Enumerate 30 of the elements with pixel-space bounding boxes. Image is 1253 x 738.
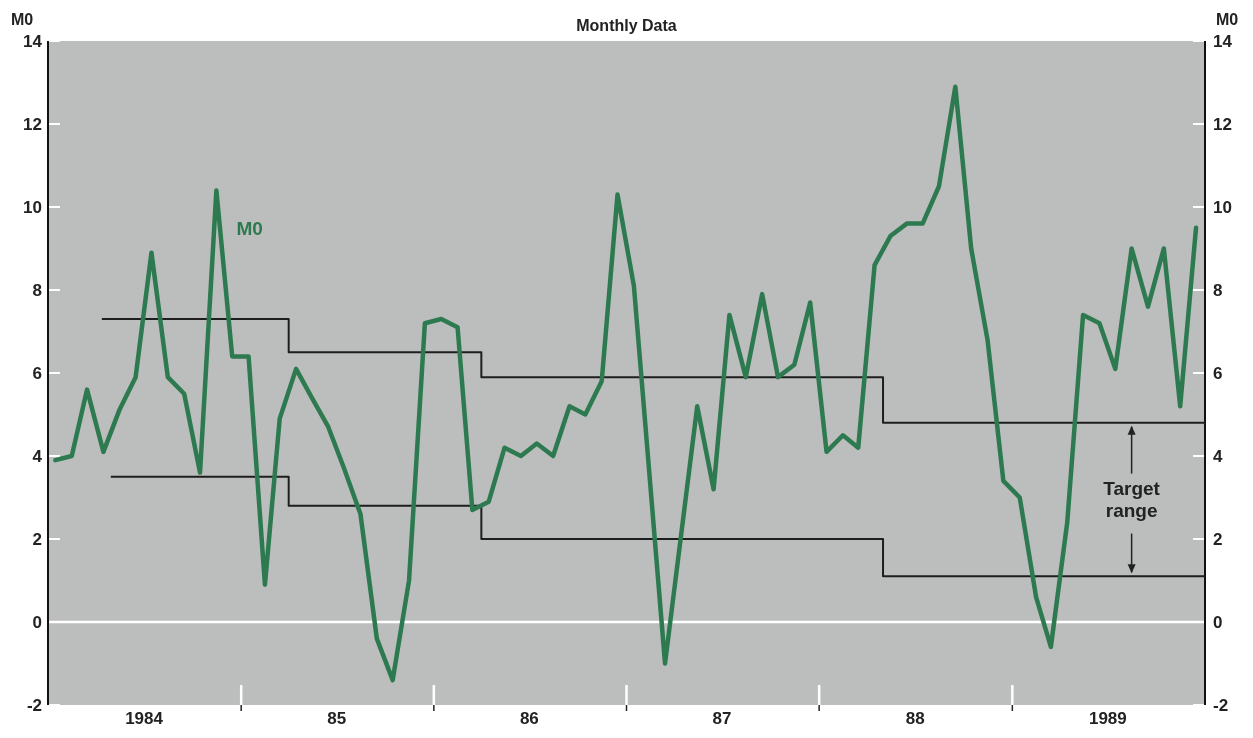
x-tick-label: 88 (905, 709, 925, 728)
x-tick-label: 87 (712, 709, 732, 728)
y2-tick-label: -2 (1213, 695, 1229, 715)
y-tick-label: 10 (23, 197, 42, 217)
y-tick-label: 6 (32, 363, 42, 383)
x-tick-label: 85 (327, 709, 347, 728)
y2-axis-title: M0 (1215, 11, 1239, 28)
y-tick-label: 4 (32, 446, 43, 466)
y2-tick-label: 10 (1213, 197, 1232, 217)
y2-tick-label: 8 (1213, 280, 1223, 300)
y-tick-label: -2 (26, 695, 42, 715)
y2-tick-label: 2 (1213, 529, 1223, 549)
y-tick-label: 14 (23, 31, 43, 51)
y2-tick-label: 4 (1213, 446, 1223, 466)
x-tick-label: 1989 (1088, 709, 1127, 728)
annotation: Target range (1103, 478, 1161, 522)
chart-title: Monthly Data (576, 17, 677, 34)
y2-tick-label: 0 (1213, 612, 1223, 632)
series-label: M0 (236, 218, 263, 240)
y-tick-label: 8 (32, 280, 42, 300)
x-tick-label: 1984 (125, 709, 164, 728)
y-tick-label: 2 (32, 529, 42, 549)
line-series (53, 84, 1199, 683)
y-tick-label: 12 (23, 114, 42, 134)
y2-tick-label: 14 (1213, 31, 1233, 51)
y-tick-label: 0 (32, 612, 42, 632)
y2-tick-label: 12 (1213, 114, 1232, 134)
x-tick-label: 86 (519, 709, 539, 728)
y2-tick-label: 6 (1213, 363, 1223, 383)
y-axis-title: M0 (10, 11, 34, 28)
